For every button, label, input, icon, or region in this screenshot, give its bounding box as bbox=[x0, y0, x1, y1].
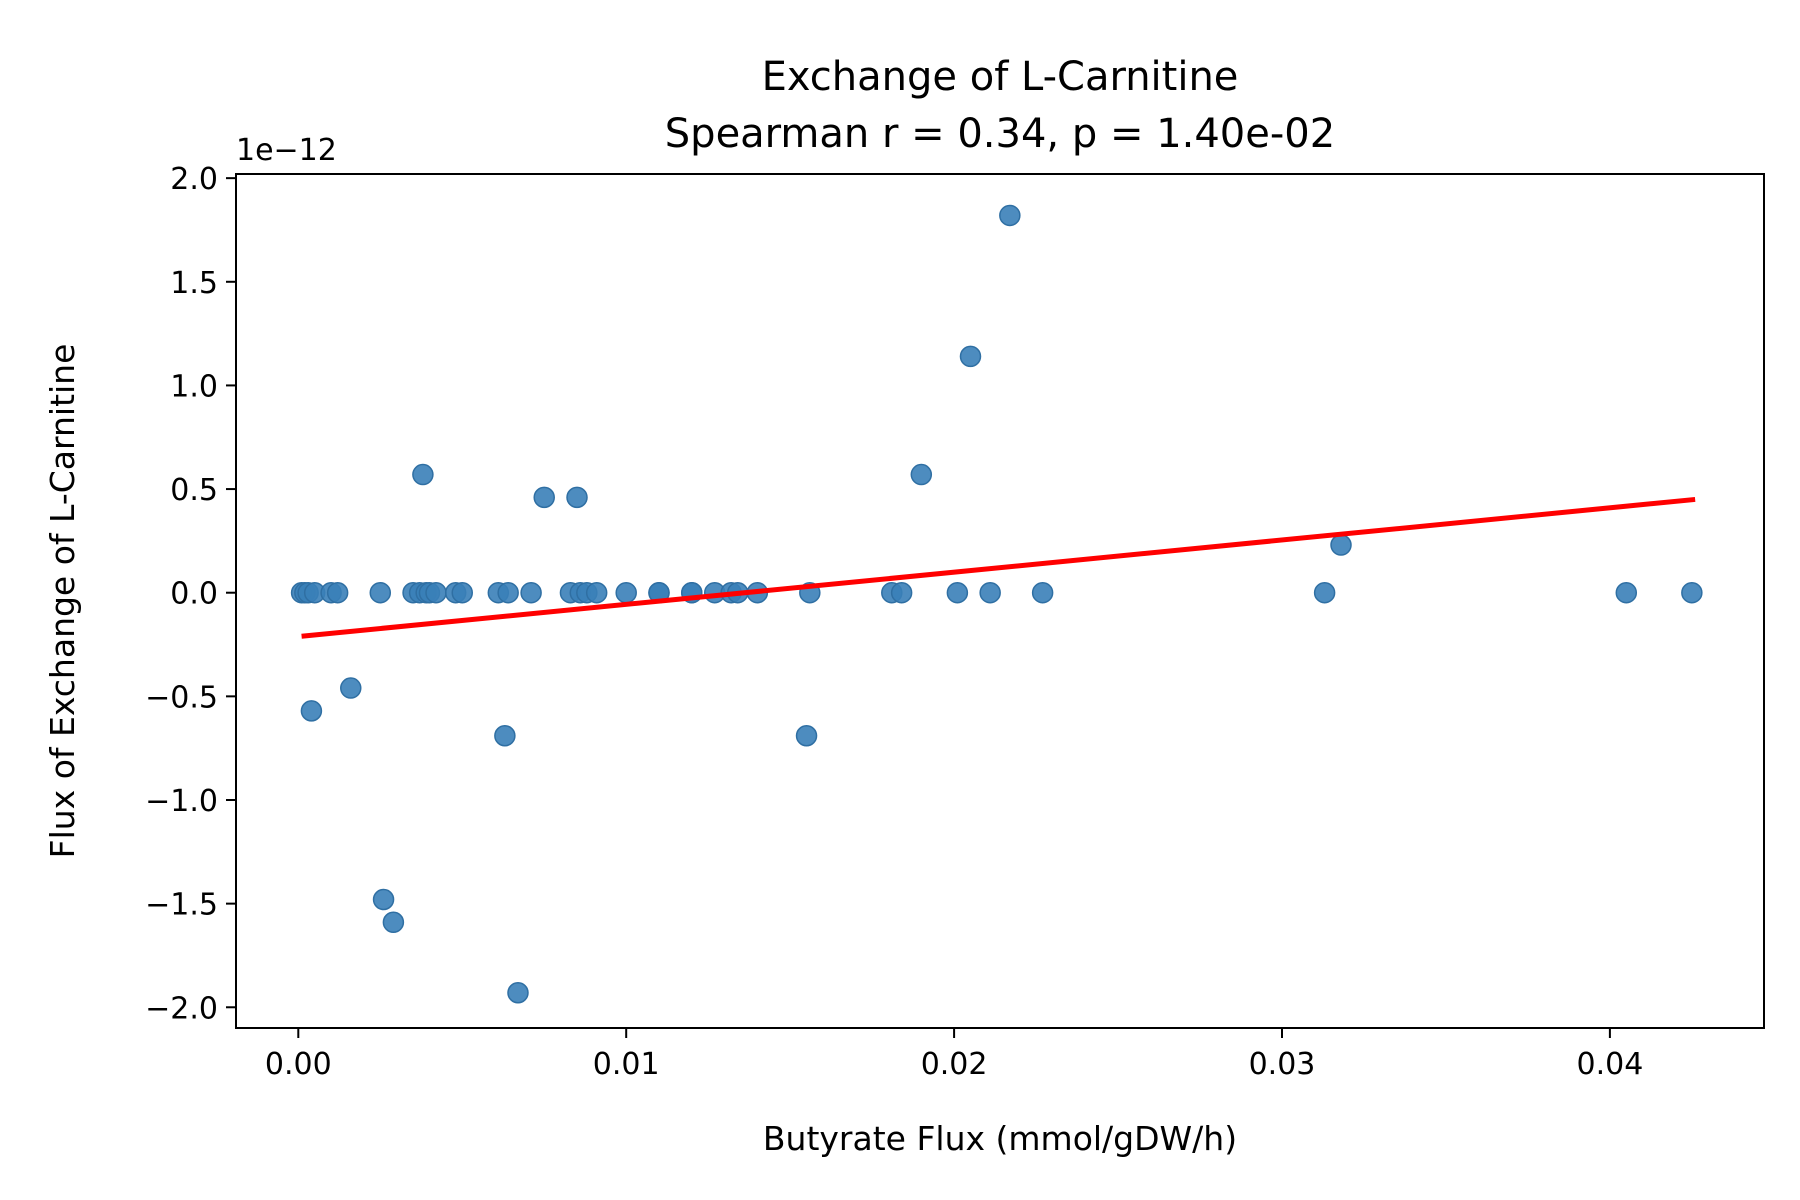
y-tick-label: −2.0 bbox=[145, 991, 218, 1026]
data-point bbox=[369, 581, 392, 604]
x-tick-label: 0.00 bbox=[265, 1047, 332, 1082]
plot-marks bbox=[290, 204, 1703, 1004]
data-point bbox=[910, 463, 933, 486]
data-point bbox=[1681, 581, 1703, 604]
data-point bbox=[979, 581, 1001, 604]
x-tick-label: 0.03 bbox=[1249, 1047, 1316, 1082]
x-axis-label: Butyrate Flux (mmol/gDW/h) bbox=[763, 1119, 1237, 1158]
regression-line bbox=[301, 496, 1696, 639]
data-point bbox=[372, 888, 395, 911]
data-point bbox=[566, 486, 588, 509]
x-axis-ticks: 0.00 0.01 0.02 0.03 0.04 bbox=[265, 1028, 1643, 1082]
y-tick-label: 1.0 bbox=[170, 369, 218, 404]
y-axis-label: Flux of Exchange of L-Carnitine bbox=[43, 344, 82, 859]
y-tick-label: −1.0 bbox=[145, 784, 218, 819]
data-point bbox=[1615, 581, 1638, 604]
chart-subtitle: Spearman r = 0.34, p = 1.40e-02 bbox=[665, 111, 1335, 157]
data-point bbox=[795, 724, 818, 747]
data-point bbox=[1031, 581, 1054, 604]
data-point bbox=[585, 581, 608, 604]
data-point bbox=[412, 463, 434, 486]
data-point bbox=[520, 581, 542, 604]
y-tick-label: 1.5 bbox=[170, 266, 218, 301]
data-point bbox=[1313, 581, 1336, 604]
data-point bbox=[497, 581, 519, 604]
data-point bbox=[300, 700, 323, 722]
data-point bbox=[1330, 534, 1352, 556]
y-tick-label: 0.5 bbox=[170, 473, 218, 508]
data-point bbox=[494, 724, 516, 747]
data-point bbox=[999, 204, 1021, 227]
data-point bbox=[326, 581, 349, 604]
data-point bbox=[340, 677, 362, 699]
data-point bbox=[946, 581, 969, 604]
x-tick-label: 0.04 bbox=[1576, 1047, 1643, 1082]
plot-frame bbox=[235, 173, 1765, 1029]
y-tick-label: 2.0 bbox=[170, 162, 218, 197]
data-point bbox=[615, 581, 637, 604]
data-point bbox=[890, 581, 913, 604]
x-tick-label: 0.02 bbox=[921, 1047, 988, 1082]
data-point bbox=[425, 581, 447, 604]
y-tick-label: 0.0 bbox=[170, 577, 218, 612]
y-tick-label: −0.5 bbox=[145, 680, 218, 715]
chart-title: Exchange of L-Carnitine bbox=[762, 54, 1239, 100]
data-point bbox=[382, 911, 405, 934]
data-point bbox=[533, 486, 555, 509]
x-tick-label: 0.01 bbox=[593, 1047, 660, 1082]
data-point bbox=[959, 345, 982, 368]
y-axis-ticks: −2.0 −1.5 −1.0 −0.5 0.0 0.5 1.0 1.5 2.0 bbox=[145, 162, 236, 1026]
data-point bbox=[451, 581, 473, 604]
data-point bbox=[507, 982, 529, 1004]
y-tick-label: −1.5 bbox=[145, 888, 218, 923]
y-offset-label: 1e−12 bbox=[236, 133, 337, 168]
